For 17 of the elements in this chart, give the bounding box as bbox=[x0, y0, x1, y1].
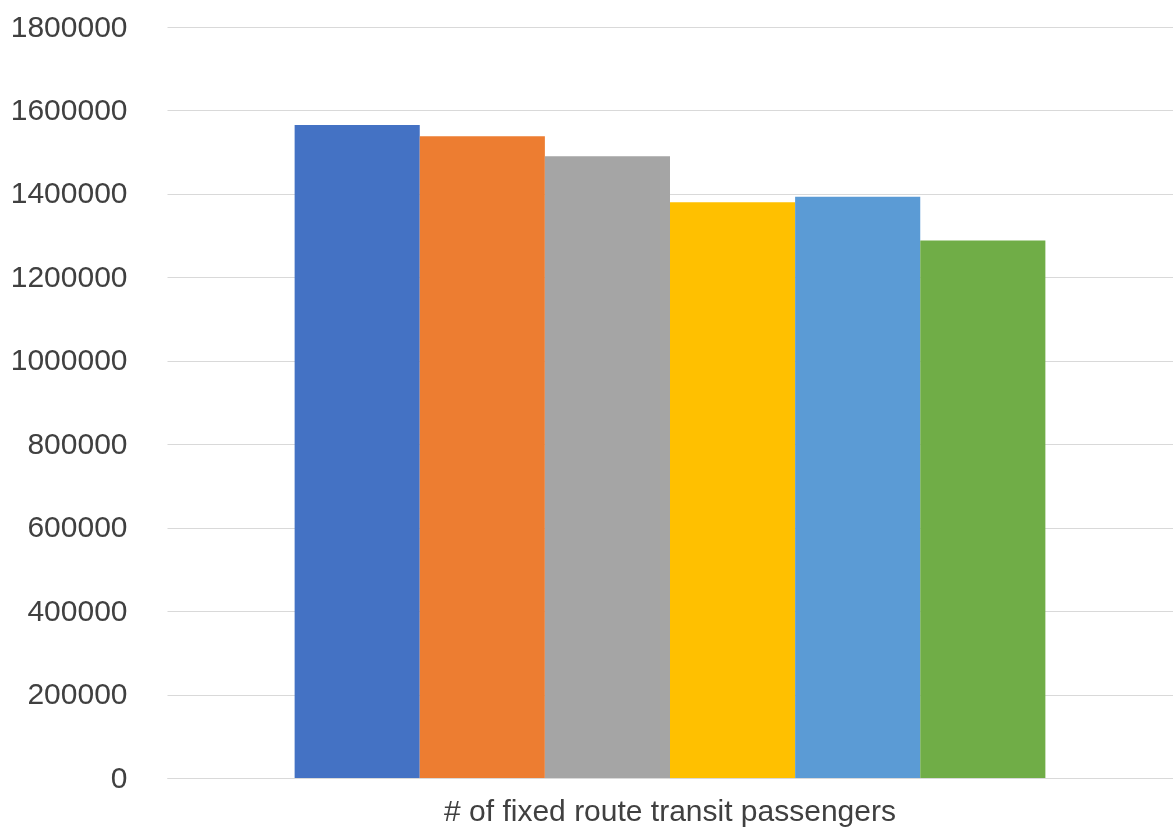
y-tick-label: 1400000 bbox=[10, 176, 128, 210]
y-tick-label: 1800000 bbox=[10, 9, 128, 43]
bar bbox=[920, 240, 1046, 778]
y-tick-label: 400000 bbox=[27, 593, 128, 627]
y-tick-label: 200000 bbox=[27, 677, 128, 711]
bar bbox=[795, 196, 921, 778]
y-tick-label: 1200000 bbox=[10, 259, 128, 293]
y-tick-label: 1600000 bbox=[10, 92, 128, 126]
y-tick-label: 800000 bbox=[27, 426, 128, 460]
y-tick-label: 600000 bbox=[27, 510, 128, 544]
y-tick-label: 0 bbox=[110, 760, 128, 794]
x-tick-label: # of fixed route transit passengers bbox=[444, 793, 896, 827]
bar bbox=[419, 136, 545, 778]
bar bbox=[670, 202, 796, 778]
bar bbox=[294, 125, 420, 778]
y-tick-label: 1000000 bbox=[10, 343, 128, 377]
bar bbox=[544, 156, 670, 778]
